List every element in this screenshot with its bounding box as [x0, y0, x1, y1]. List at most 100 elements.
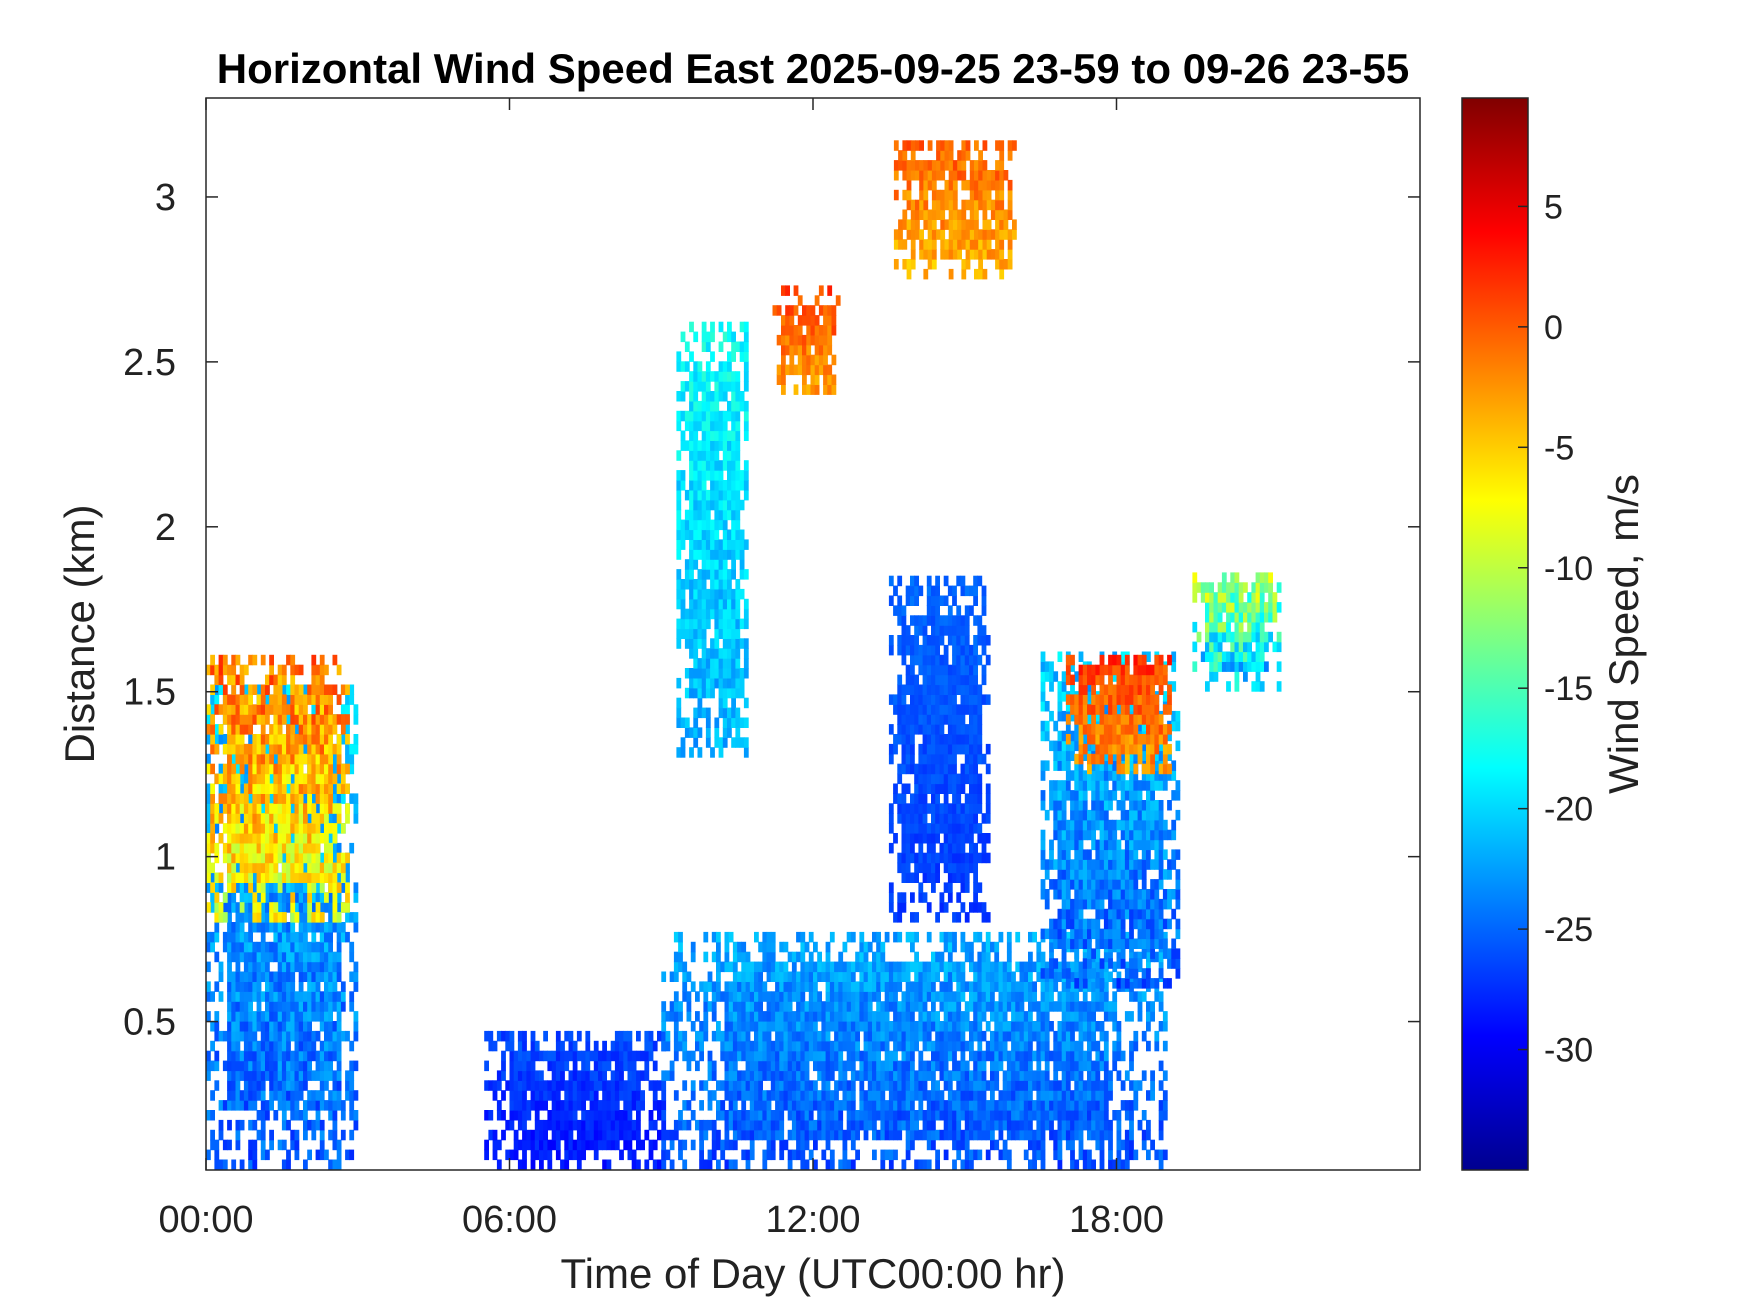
- heatmap-cell: [867, 971, 873, 982]
- heatmap-cell: [947, 931, 953, 943]
- heatmap-cell: [800, 1100, 806, 1111]
- heatmap-cell: [551, 1139, 557, 1151]
- heatmap-cell: [935, 852, 940, 864]
- heatmap-cell: [353, 813, 359, 824]
- heatmap-cell: [947, 862, 953, 874]
- heatmap-cell: [1116, 971, 1122, 982]
- heatmap-cell: [779, 1080, 785, 1091]
- heatmap-cell: [256, 1021, 262, 1032]
- heatmap-cell: [349, 743, 355, 755]
- heatmap-cell: [969, 704, 974, 715]
- heatmap-cell: [720, 1050, 726, 1062]
- heatmap-cell: [749, 1070, 755, 1081]
- heatmap-cell: [749, 1011, 755, 1022]
- heatmap-cell: [222, 734, 228, 745]
- heatmap-cell: [901, 892, 907, 903]
- heatmap-cell: [248, 1139, 253, 1151]
- heatmap-cell: [952, 684, 957, 695]
- heatmap-cell: [290, 842, 296, 854]
- heatmap-cell: [315, 734, 321, 745]
- heatmap-cell: [353, 803, 359, 814]
- heatmap-cell: [939, 694, 945, 705]
- heatmap-cell: [1006, 971, 1012, 982]
- heatmap-cell: [741, 1021, 747, 1032]
- heatmap-cell: [943, 813, 949, 824]
- heatmap-cell: [319, 1011, 325, 1022]
- heatmap-cell: [821, 1110, 827, 1121]
- heatmap-cell: [783, 1090, 789, 1101]
- heatmap-cell: [825, 1030, 831, 1042]
- heatmap-cell: [239, 833, 245, 844]
- heatmap-cell: [543, 1139, 548, 1151]
- heatmap-cell: [1141, 1139, 1147, 1151]
- heatmap-cell: [273, 882, 279, 893]
- heatmap-cell: [277, 823, 283, 834]
- heatmap-cell: [307, 773, 312, 785]
- heatmap-cell: [1095, 1050, 1101, 1062]
- heatmap-cell: [1057, 1040, 1063, 1052]
- heatmap-cell: [956, 575, 962, 587]
- heatmap-cell: [277, 773, 283, 785]
- heatmap-cell: [964, 793, 970, 804]
- heatmap-cell: [695, 1011, 700, 1022]
- heatmap-cell: [1091, 1159, 1096, 1170]
- heatmap-cell: [1078, 1090, 1084, 1101]
- heatmap-cell: [286, 892, 291, 903]
- heatmap-cell: [332, 922, 338, 933]
- heatmap-cell: [1053, 809, 1059, 821]
- heatmap-cell: [227, 763, 232, 775]
- heatmap-cell: [214, 892, 220, 903]
- heatmap-cell: [834, 1100, 839, 1111]
- heatmap-cell: [943, 803, 949, 814]
- heatmap-cell: [294, 664, 300, 676]
- heatmap-cell: [522, 1030, 527, 1042]
- heatmap-cell: [235, 1070, 241, 1081]
- heatmap-cell: [926, 753, 932, 765]
- heatmap-cell: [1162, 1100, 1168, 1111]
- heatmap-cell: [960, 882, 966, 893]
- heatmap-cell: [661, 1100, 667, 1111]
- heatmap-cell: [1040, 981, 1046, 992]
- heatmap-cell: [243, 773, 249, 785]
- heatmap-cell: [227, 1040, 232, 1052]
- heatmap-cell: [252, 1021, 258, 1032]
- heatmap-cell: [260, 803, 266, 814]
- heatmap-cell: [1108, 1080, 1113, 1091]
- heatmap-cell: [673, 1001, 679, 1012]
- heatmap-cell: [501, 1030, 506, 1042]
- heatmap-cell: [1015, 1021, 1021, 1032]
- heatmap-cell: [981, 753, 987, 765]
- heatmap-cell: [1036, 951, 1042, 963]
- heatmap-cell: [834, 1001, 839, 1012]
- heatmap-cell: [876, 961, 881, 973]
- heatmap-cell: [593, 1149, 599, 1161]
- heatmap-cell: [294, 734, 300, 745]
- heatmap-cell: [749, 1100, 755, 1111]
- heatmap-cell: [985, 941, 991, 953]
- heatmap-cell: [796, 1021, 801, 1032]
- heatmap-cell: [935, 783, 940, 794]
- heatmap-cell: [328, 783, 333, 794]
- heatmap-cell: [926, 595, 932, 606]
- heatmap-cell: [846, 1040, 852, 1052]
- heatmap-cell: [256, 912, 262, 923]
- heatmap-cell: [926, 773, 932, 785]
- heatmap-cell: [770, 931, 776, 943]
- heatmap-cell: [1028, 1050, 1033, 1062]
- heatmap-cell: [315, 862, 321, 874]
- heatmap-cell: [690, 951, 696, 963]
- heatmap-cell: [1019, 1100, 1025, 1111]
- heatmap-cell: [783, 1080, 789, 1091]
- heatmap-cell: [918, 882, 924, 893]
- heatmap-cell: [905, 981, 911, 992]
- heatmap-cell: [328, 724, 333, 735]
- heatmap-cell: [1036, 941, 1042, 953]
- heatmap-cell: [897, 635, 903, 646]
- heatmap-cell: [311, 892, 317, 903]
- heatmap-cell: [791, 1149, 797, 1161]
- heatmap-cell: [678, 941, 683, 953]
- heatmap-cell: [947, 724, 953, 735]
- heatmap-cell: [935, 1100, 940, 1111]
- heatmap-cell: [260, 773, 266, 785]
- heatmap-cell: [610, 1090, 616, 1101]
